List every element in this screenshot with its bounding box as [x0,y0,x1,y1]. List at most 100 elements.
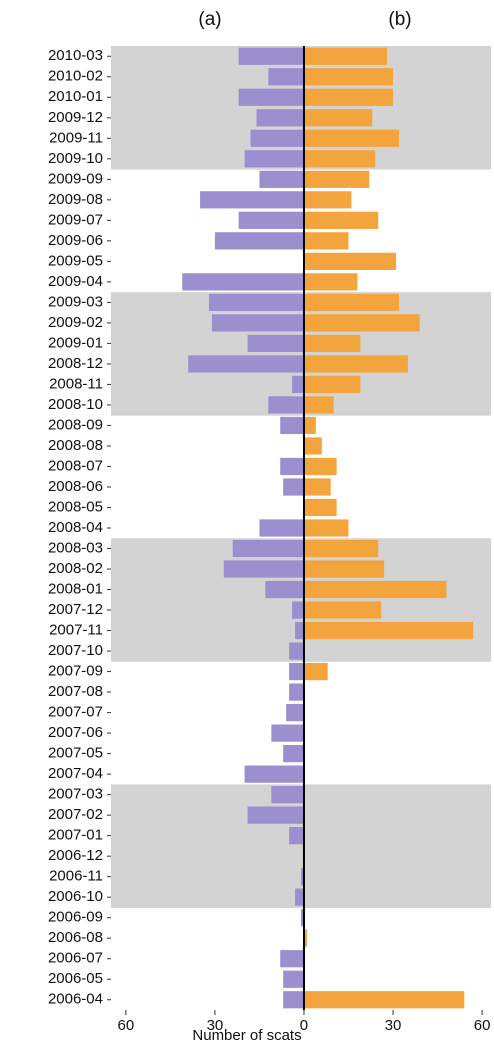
bar [289,662,304,681]
bar [238,88,304,106]
bar [250,129,304,147]
bar [259,170,304,188]
bar [303,375,361,394]
y-tick-label: 2007-07 [48,704,103,721]
bar [303,560,385,578]
bar [303,273,358,291]
y-tick-label: 2007-05 [48,745,103,762]
bar [289,827,304,845]
bar [256,109,304,127]
y-tick-label: 2010-03 [48,47,103,64]
y-tick-label: 2009-10 [48,150,103,167]
bar [303,580,447,599]
bar [286,703,304,722]
bar [188,355,304,373]
x-tick-label: 60 [474,1017,491,1034]
x-axis-label: Number of scats [192,1027,301,1044]
y-tick-label: 2010-02 [48,68,103,85]
y-tick-label: 2008-07 [48,457,103,474]
panel-label: (a) [198,9,221,30]
y-tick-label: 2008-12 [48,355,103,372]
bar [303,437,322,455]
y-tick-label: 2008-03 [48,539,103,556]
bar [303,478,331,496]
y-tick-label: 2008-04 [48,519,103,536]
y-tick-label: 2009-05 [48,252,103,269]
y-tick-label: 2009-08 [48,191,103,208]
y-tick-label: 2006-09 [48,909,103,926]
y-tick-label: 2009-02 [48,314,103,331]
x-tick-label: 30 [207,1017,224,1034]
y-tick-label: 2009-06 [48,232,103,249]
panel-label: (b) [388,9,411,30]
bar [303,191,352,209]
bar [211,314,304,332]
bar [303,539,379,558]
bar [214,232,304,250]
y-tick-label: 2007-09 [48,663,103,680]
bar [303,314,420,332]
y-tick-label: 2006-07 [48,950,103,967]
y-tick-label: 2008-10 [48,396,103,413]
bar [303,519,349,537]
bar [303,47,388,65]
bar [268,396,304,414]
bar [295,888,304,906]
y-tick-label: 2009-11 [49,129,103,146]
y-tick-label: 2007-06 [48,724,103,741]
bar [303,109,373,127]
bar [244,150,304,168]
bar [238,211,304,229]
bar [283,991,304,1009]
bar [271,724,304,742]
y-tick-label: 2007-12 [48,601,103,618]
bar [303,991,465,1009]
bar [303,170,370,188]
y-tick-label: 2006-05 [48,970,103,987]
y-tick-label: 2008-01 [48,581,103,598]
y-tick-label: 2008-08 [48,437,103,454]
bar [301,909,304,927]
bar [303,621,474,640]
bar [289,642,304,660]
y-tick-label: 2008-09 [48,416,103,433]
y-tick-label: 2007-08 [48,683,103,700]
bar [303,929,307,947]
y-tick-label: 2007-01 [48,827,103,844]
bar [247,334,304,353]
bar [283,745,304,763]
bar [244,765,304,783]
y-tick-label: 2009-07 [48,211,103,228]
bar [303,232,349,250]
bar [283,970,304,988]
bar [303,129,399,147]
y-tick-label: 2008-06 [48,478,103,495]
x-tick-label: 60 [118,1017,135,1034]
y-tick-label: 2008-11 [49,375,103,392]
bar [289,683,304,701]
bar [182,273,304,291]
bar [223,560,304,578]
bar [303,88,394,106]
bar [303,498,337,517]
bar [259,519,304,537]
x-tick-label: 30 [385,1017,402,1034]
bar [268,68,304,86]
bar [271,786,304,804]
bar [200,191,304,209]
y-tick-label: 2007-02 [48,806,103,823]
y-tick-label: 2007-11 [49,622,103,639]
y-tick-label: 2006-11 [49,868,103,885]
bar [283,478,304,496]
y-tick-label: 2006-12 [48,847,103,864]
bar [247,806,304,824]
y-tick-label: 2007-03 [48,786,103,803]
y-tick-label: 2006-10 [48,888,103,905]
bar [301,868,304,886]
bar [280,416,304,435]
y-tick-label: 2008-02 [48,560,103,577]
bar [303,457,337,476]
y-tick-label: 2010-01 [48,88,103,105]
bar [303,662,328,681]
bar [303,601,382,619]
